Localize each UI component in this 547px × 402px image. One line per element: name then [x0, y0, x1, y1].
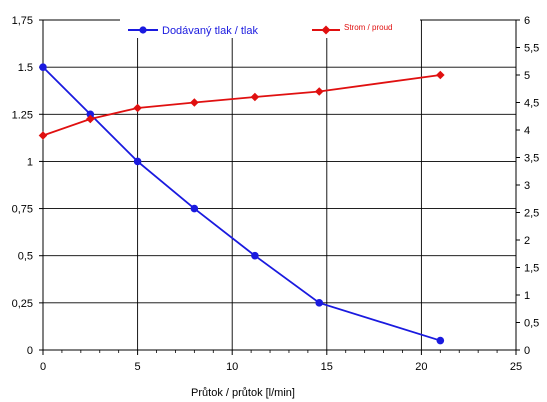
data-point-pressure [315, 299, 324, 307]
right-y-tick-label: 5 [524, 70, 530, 82]
right-y-tick-label: 2 [524, 235, 530, 247]
left-y-tick-label: 0 [27, 345, 33, 357]
legend-marker-current [321, 25, 331, 35]
legend-label-current: Strom / proud [344, 23, 392, 32]
series-layer [38, 63, 445, 345]
x-tick-label: 15 [321, 361, 333, 373]
x-tick-label: 10 [226, 361, 238, 373]
data-point-pressure [436, 336, 445, 345]
data-point-pressure [251, 251, 259, 260]
data-point-current [314, 87, 324, 96]
right-y-tick-label: 6 [524, 15, 530, 27]
left-y-tick-label: 0,75 [12, 204, 33, 216]
right-y-tick-label: 0,5 [524, 318, 539, 330]
data-point-current [133, 103, 142, 113]
data-point-pressure [86, 110, 95, 119]
right-y-axis-ticks: 0 0,5 1 1,5 2 2,5 3 3,5 4 4,5 5 5,5 6 [516, 15, 539, 357]
right-y-tick-label: 0 [524, 345, 530, 357]
legend-label-pressure: Dodávaný tlak / tlak [162, 25, 258, 37]
data-point-current [250, 92, 260, 102]
legend: Dodávaný tlak / tlak Strom / proud [120, 14, 420, 38]
data-point-current [436, 70, 445, 80]
right-y-tick-label: 5,5 [524, 43, 539, 55]
legend-marker-pressure [139, 26, 147, 34]
series-line-pressure [42, 66, 441, 342]
left-y-axis-ticks: 0 0,25 0,5 0,75 1 1.25 1.5 1,75 [12, 15, 43, 357]
left-y-tick-label: 1,75 [12, 15, 33, 27]
right-y-tick-label: 1,5 [524, 263, 539, 275]
legend-background [120, 14, 420, 38]
right-y-tick-label: 3 [524, 180, 530, 192]
grid-lines [42, 19, 517, 351]
left-y-tick-label: 1.5 [18, 62, 33, 74]
left-y-tick-label: 0,25 [12, 298, 33, 310]
data-point-pressure [133, 157, 142, 166]
data-point-pressure [39, 63, 47, 71]
right-y-tick-label: 4 [524, 125, 530, 137]
x-axis-label: Průtok / průtok [l/min] [191, 387, 295, 399]
left-y-tick-label: 1 [27, 156, 33, 168]
right-y-tick-label: 1 [524, 290, 530, 302]
right-y-tick-label: 2,5 [524, 208, 539, 220]
data-point-current [38, 131, 48, 140]
x-tick-label: 5 [135, 361, 141, 373]
right-y-tick-label: 4,5 [524, 98, 539, 110]
data-point-current [86, 114, 95, 124]
left-y-tick-label: 0,5 [18, 251, 33, 263]
data-point-current [190, 98, 199, 107]
axes [42, 20, 517, 351]
x-tick-label: 0 [40, 361, 46, 373]
right-y-tick-label: 3,5 [524, 153, 539, 165]
x-axis-ticks: 0 5 10 15 20 25 [40, 350, 522, 373]
left-y-tick-label: 1.25 [12, 109, 33, 121]
data-point-pressure [190, 204, 199, 213]
x-tick-label: 25 [510, 361, 522, 373]
x-tick-label: 20 [415, 361, 427, 373]
